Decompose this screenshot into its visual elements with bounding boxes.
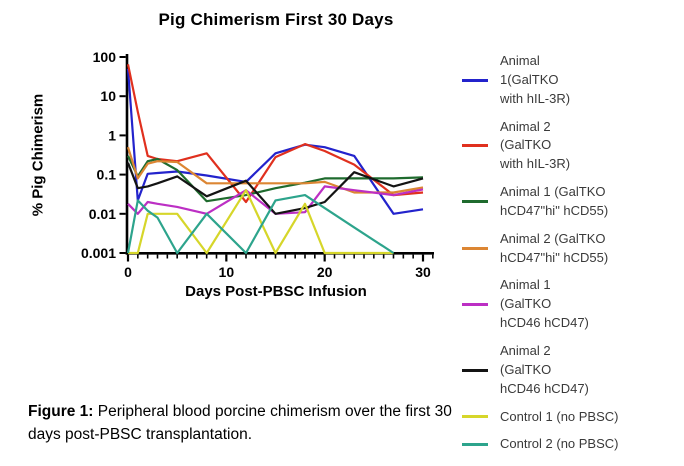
series-line — [126, 162, 424, 215]
x-tick-label: 0 — [124, 264, 132, 280]
legend-label: Animal 1(GalTKO with hIL-3R) — [500, 53, 571, 106]
series-line — [127, 155, 424, 203]
legend-label: Control 1 (no PBSC) — [500, 408, 619, 424]
chart-title: Pig Chimerism First 30 Days — [158, 10, 394, 29]
legend-swatch — [462, 303, 488, 307]
legend-item: Control 2 (no PBSC) — [462, 435, 677, 454]
y-tick-label: 0.1 — [97, 167, 117, 183]
series-line — [128, 189, 394, 255]
legend-item: Animal 1 (GalTKO hCD46 hCD47) — [462, 276, 677, 333]
legend-item: Control 1 (no PBSC) — [462, 408, 677, 427]
series-line — [126, 64, 424, 204]
y-tick-label: 100 — [93, 49, 117, 65]
legend-label: Animal 2 (GalTKO hCD47"hi" hCD55) — [500, 230, 609, 265]
series-line — [126, 194, 395, 255]
chart-legend: Animal 1(GalTKO with hIL-3R) Animal 2 (Ga… — [462, 52, 677, 454]
y-tick-label: 10 — [100, 88, 116, 104]
legend-label: Animal 2 (GalTKO hCD46 hCD47) — [500, 342, 589, 396]
legend-swatch — [462, 415, 488, 419]
legend-item: Animal 1 (GalTKO hCD47"hi" hCD55) — [462, 183, 677, 221]
figure-caption-text: Peripheral blood porcine chimerism over … — [28, 403, 452, 444]
legend-swatch — [462, 200, 488, 204]
y-tick-label: 0.001 — [81, 245, 116, 261]
series-line — [126, 146, 424, 194]
legend-label: Animal 2 (GalTKO with hIL-3R) — [500, 118, 571, 172]
legend-item: Animal 1(GalTKO with hIL-3R) — [462, 52, 677, 109]
plot-svg: 100 10 1 0.1 0.01 0.001 0 10 20 30 — [81, 49, 434, 280]
legend-swatch — [462, 78, 488, 82]
x-tick-label: 30 — [415, 264, 431, 280]
y-tick-label: 0.01 — [89, 206, 116, 222]
legend-label: Animal 1 (GalTKO hCD46 hCD47) — [500, 277, 589, 331]
y-tick-label: 1 — [108, 127, 116, 143]
legend-swatch — [462, 443, 488, 447]
figure-caption: Figure 1: Peripheral blood porcine chime… — [28, 400, 456, 447]
x-tick-label: 10 — [219, 264, 235, 280]
x-tick-label: 20 — [317, 264, 333, 280]
legend-label: Animal 1 (GalTKO hCD47"hi" hCD55) — [500, 184, 609, 218]
legend-item: Animal 2 (GalTKO with hIL-3R) — [462, 118, 677, 175]
legend-item: Animal 2 (GalTKO hCD47"hi" hCD55) — [462, 230, 677, 268]
legend-swatch — [462, 144, 488, 148]
legend-label: Control 2 (no PBSC) — [500, 436, 619, 452]
figure-caption-label: Figure 1: — [28, 403, 94, 420]
legend-swatch — [462, 247, 488, 251]
x-axis-label: Days Post-PBSC Infusion — [185, 283, 367, 300]
legend-item: Animal 2 (GalTKO hCD46 hCD47) — [462, 342, 677, 399]
legend-swatch — [462, 368, 488, 372]
